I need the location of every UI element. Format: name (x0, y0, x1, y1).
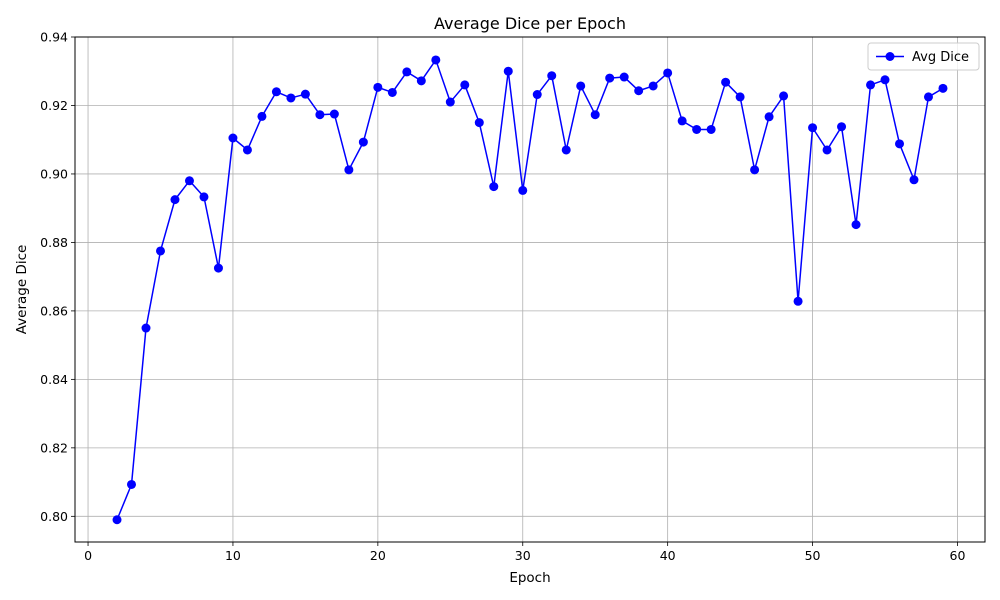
data-point (851, 220, 861, 230)
y-tick-label: 0.82 (40, 440, 68, 455)
y-tick-label: 0.94 (40, 30, 68, 45)
data-point (634, 86, 644, 96)
data-point (764, 112, 774, 122)
data-point (822, 145, 832, 155)
data-point (938, 83, 948, 93)
data-point (735, 92, 745, 102)
data-point (300, 89, 310, 99)
x-tick-label: 0 (84, 548, 92, 563)
x-tick-label: 30 (515, 548, 531, 563)
data-point (779, 91, 789, 101)
data-point (518, 185, 528, 195)
data-point (619, 72, 629, 82)
data-point (793, 296, 803, 306)
data-point (561, 145, 571, 155)
x-tick-label: 20 (370, 548, 386, 563)
data-point (605, 73, 615, 83)
data-point (431, 55, 441, 65)
data-point (184, 176, 194, 186)
data-point (170, 195, 180, 205)
y-tick-label: 0.92 (40, 98, 68, 113)
data-point (199, 192, 209, 202)
data-point (503, 66, 513, 76)
x-axis-label: Epoch (509, 570, 550, 586)
legend: Avg Dice (867, 42, 980, 71)
data-point (257, 111, 267, 121)
y-tick-label: 0.86 (40, 303, 68, 318)
x-tick-label: 40 (660, 548, 676, 563)
ticks-group: 0 10 20 30 40 50 60 0.80 0.82 0.84 0.86 0.88 0.90 0.9… (40, 30, 965, 564)
data-point (750, 165, 760, 175)
legend-label: Avg Dice (912, 50, 969, 65)
plot-frame (74, 36, 986, 543)
data-point (315, 110, 325, 120)
data-point (402, 67, 412, 77)
data-point (242, 145, 252, 155)
legend-box (867, 42, 980, 71)
data-point (895, 139, 905, 149)
data-point (808, 123, 818, 133)
data-point (663, 68, 673, 78)
data-point (228, 133, 238, 143)
series-group (112, 55, 948, 525)
data-point (387, 87, 397, 97)
data-point (373, 82, 383, 92)
data-point (489, 182, 499, 192)
data-point (923, 92, 933, 102)
data-point (213, 263, 223, 273)
data-point (909, 175, 919, 185)
y-tick-label: 0.88 (40, 235, 68, 250)
data-point (358, 137, 368, 147)
data-point (329, 109, 339, 119)
data-point (866, 80, 876, 90)
data-point (677, 116, 687, 126)
data-point (837, 122, 847, 132)
y-tick-label: 0.80 (40, 509, 68, 524)
data-point (706, 124, 716, 134)
data-point (286, 93, 296, 103)
data-point (474, 118, 484, 128)
legend-marker (885, 52, 895, 61)
grid (75, 36, 985, 542)
data-point (112, 515, 122, 525)
data-point (141, 323, 151, 333)
data-point (445, 97, 455, 107)
y-tick-label: 0.84 (40, 372, 68, 387)
data-point (127, 479, 137, 489)
data-point (460, 80, 470, 90)
series-line (116, 59, 944, 521)
data-point (271, 87, 281, 97)
data-point (721, 77, 731, 87)
data-point (155, 246, 165, 256)
data-point (648, 81, 658, 91)
data-point (590, 110, 600, 120)
data-point (547, 71, 557, 81)
data-point (532, 90, 542, 100)
data-point (416, 76, 426, 86)
y-tick-label: 0.90 (40, 166, 68, 181)
chart-title: Average Dice per Epoch (434, 14, 626, 33)
x-tick-label: 60 (950, 548, 966, 563)
data-point (344, 165, 354, 175)
data-point (880, 75, 890, 85)
data-point (692, 124, 702, 134)
x-tick-label: 10 (225, 548, 241, 563)
x-tick-label: 50 (805, 548, 821, 563)
data-point (576, 81, 586, 91)
y-axis-label: Average Dice (14, 245, 30, 335)
